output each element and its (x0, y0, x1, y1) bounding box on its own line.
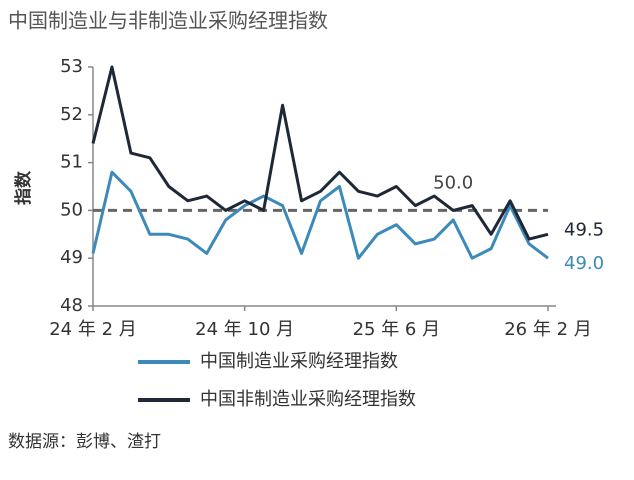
y-tick-label: 49 (60, 247, 83, 268)
legend-label: 中国非制造业采购经理指数 (200, 389, 416, 410)
chart-title: 中国制造业与非制造业采购经理指数 (8, 9, 328, 33)
x-tick-label: 24 年 10 月 (195, 319, 294, 340)
data-label: 49.5 (564, 219, 604, 240)
legend-label: 中国制造业采购经理指数 (200, 351, 398, 372)
source: 数据源：彭博、渣打 (8, 432, 161, 452)
x-tick-label: 25 年 6 月 (353, 319, 441, 340)
x-tick-label: 26 年 2 月 (504, 319, 592, 340)
y-tick-label: 50 (60, 199, 83, 220)
y-tick-label: 48 (60, 295, 83, 316)
y-axis-label: 指数 (13, 170, 34, 205)
y-tick-label: 52 (60, 104, 83, 125)
y-tick-label: 51 (60, 152, 83, 173)
series-line (91, 170, 549, 260)
reference-label: 50.0 (433, 172, 473, 193)
data-label: 49.0 (564, 253, 604, 274)
y-tick-label: 53 (60, 56, 83, 77)
x-tick-label: 24 年 2 月 (49, 319, 137, 340)
series-line (91, 65, 549, 241)
